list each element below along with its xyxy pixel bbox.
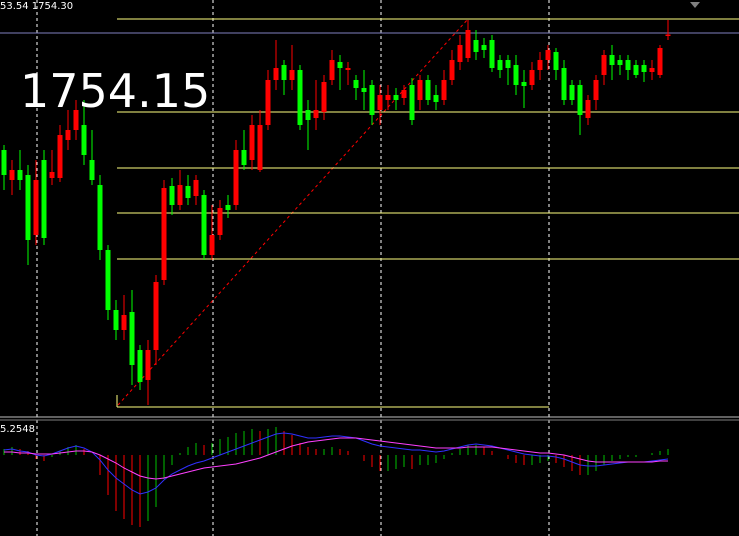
candle-body [497,60,503,70]
candle-body [129,312,135,365]
candle-body [233,150,239,205]
candle-body [201,195,207,255]
candle-body [57,135,63,178]
candle-body [401,90,407,98]
price-panel [0,18,739,408]
candle-body [121,315,127,330]
candle-body [297,70,303,125]
candle-body [265,80,271,125]
candle-body [89,160,95,180]
candle-body [385,95,391,100]
candle-body [553,52,559,70]
candle-body [657,48,663,75]
indicator-line [3,432,669,495]
candle-body [561,68,567,100]
candle-body [169,186,175,205]
candle-body [113,310,119,330]
candle-body [473,40,479,52]
macd-label: 5.2548 [0,424,35,435]
candle-body [217,208,223,235]
candle-body [17,170,23,180]
candle-body [489,40,495,68]
candle-body [241,150,247,165]
candle-body [417,80,423,100]
candle-body [137,350,143,382]
candle-body [9,170,15,180]
candle-body [641,65,647,72]
candle-body [273,68,279,80]
candle-body [649,68,655,72]
candle-body [521,82,527,86]
candle-body [33,180,39,235]
fib-trendline [117,18,469,406]
candle-body [97,185,103,250]
candle-body [41,160,47,238]
candle-body [257,125,263,170]
candle-body [161,188,167,280]
candle-body [425,80,431,100]
candle-body [633,65,639,75]
indicator-line [4,437,668,480]
candle-body [65,130,71,140]
candle-body [449,60,455,80]
candle-body [569,85,575,100]
candle-body [537,60,543,70]
candle-body [209,235,215,255]
candle-body [593,80,599,100]
candle-body [617,60,623,65]
candle-body [105,250,111,310]
candle-body [321,82,327,112]
candle-body [329,60,335,80]
candle-body [377,95,383,110]
candle-body [81,125,87,155]
candle-body [289,70,295,80]
candle-body [177,185,183,205]
candle-body [665,34,671,36]
candle-body [577,85,583,115]
candle-body [353,80,359,88]
candle-body [481,45,487,50]
candle-body [1,150,7,175]
candle-body [545,50,551,60]
candle-body [369,85,375,115]
candle-body [513,65,519,85]
candle-body [313,110,319,118]
candle-body [409,85,415,120]
candle-body [465,30,471,58]
candle-body [25,175,31,240]
candle-body [601,55,607,75]
candle-body [585,100,591,118]
candle-body [625,60,631,70]
candle-body [281,65,287,80]
candle-body [505,60,511,68]
candle-body [249,125,255,160]
candle-body [337,62,343,68]
candle-body [305,110,311,120]
candle-body [49,172,55,178]
candle-body [193,180,199,196]
selection-marker [690,2,700,8]
time-grid [36,0,550,536]
candle-body [609,55,615,65]
price-annotation: 1754.15 [20,64,210,118]
candle-body [441,80,447,100]
candle-body [73,110,79,130]
candle-body [345,68,351,70]
candle-body [185,186,191,198]
candle-body [433,95,439,102]
candle-body [153,282,159,350]
candle-body [225,205,231,210]
macd-panel [3,427,669,527]
candle-body [393,95,399,100]
candle-body [145,350,151,380]
candle-body [361,88,367,92]
candle-body [457,45,463,62]
candle-body [529,70,535,85]
price-header: 53.54 1754.30 [0,1,73,12]
